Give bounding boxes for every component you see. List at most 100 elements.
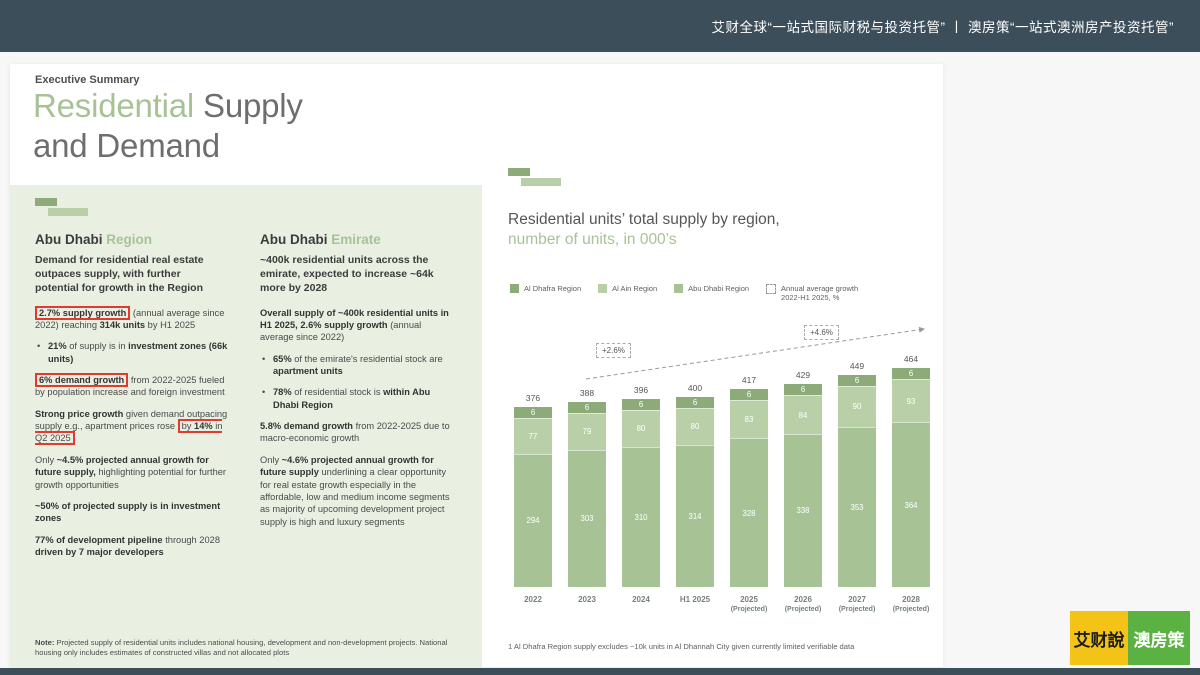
- segment-value-label: 77: [528, 431, 538, 441]
- bar-segment: 79: [568, 413, 606, 450]
- bar-segment: 6: [730, 389, 768, 401]
- bar-stack: 6 80 314: [676, 396, 714, 587]
- segment-value-label: 6: [908, 369, 914, 379]
- bar-segment: 338: [784, 433, 822, 587]
- legend-item: Abu Dhabi Region: [674, 284, 749, 293]
- column-intro: Demand for residential real estate outpa…: [35, 254, 204, 294]
- segment-value-label: 90: [852, 402, 862, 412]
- body-paragraph: Only ~4.6% projected annual growth for f…: [260, 454, 450, 527]
- dashed-box-icon: [766, 284, 777, 294]
- segment-value-label: 6: [854, 375, 860, 385]
- legend-label: Abu Dhabi Region: [688, 284, 750, 293]
- text-columns: Abu Dhabi Region Demand for residential r…: [35, 232, 457, 567]
- bar-segment: 6: [784, 384, 822, 396]
- segment-value-label: 6: [692, 397, 698, 407]
- bar-segment: 6: [892, 368, 930, 380]
- x-axis-label: 2023: [578, 595, 596, 604]
- x-axis-label: 2026 (Projected): [784, 595, 822, 614]
- deco-block-light: [521, 178, 561, 186]
- bullet-dot: •: [37, 341, 41, 352]
- bar-stack: 6 80 310: [622, 398, 660, 587]
- bar-column: 417 6 83 328 2025 (Projected): [724, 375, 774, 631]
- bar-total-label: 464: [903, 354, 919, 365]
- growth-annotation: +4.6%: [804, 325, 839, 340]
- title-line2: and Demand: [33, 127, 220, 164]
- legend-label: Al Ain Region: [612, 284, 658, 293]
- x-axis-label: 2027 (Projected): [838, 595, 876, 614]
- slide: Executive Summary Residential Supply and …: [10, 64, 943, 667]
- bar-stack: 6 79 303: [568, 402, 606, 587]
- body-paragraph: 77% of development pipeline through 2028…: [35, 534, 220, 557]
- header-tagline: 艾财全球“一站式国际财税与投资托管” 丨 澳房策“一站式澳洲房产投资托管”: [711, 20, 1174, 35]
- bar-total-label: 449: [849, 360, 865, 371]
- segment-value-label: 80: [636, 424, 646, 433]
- chart-title-line2: number of units, in 000’s: [508, 230, 677, 248]
- highlight-box: by 14% in Q2 2025: [35, 419, 223, 446]
- bullet-dot: •: [262, 387, 266, 398]
- bar-segment: 303: [568, 449, 606, 587]
- x-axis-label: 2024: [632, 595, 650, 604]
- body-paragraph: ~50% of projected supply is in investmen…: [35, 500, 221, 524]
- growth-annotation: +2.6%: [596, 343, 631, 358]
- x-axis-label: 2025 (Projected): [730, 595, 768, 614]
- segment-value-label: 93: [906, 396, 916, 406]
- bar-segment: 84: [784, 395, 822, 434]
- bar-column: 400 6 80 314 H1 2025: [670, 383, 720, 631]
- legend-item: Al Dhafra Region: [510, 284, 581, 293]
- bar-segment: 77: [514, 418, 552, 454]
- summary-panel: Abu Dhabi Region Demand for residential r…: [10, 185, 482, 667]
- chart-plot: +2.6% +4.6% 376 6 77 294 2022 388 6 79 303 2023 39…: [508, 319, 936, 631]
- deco-block-light: [48, 208, 88, 216]
- bar-total-label: 388: [579, 388, 595, 399]
- panel-footnote: Note: Projected supply of residential un…: [35, 638, 448, 658]
- title-accent: Residential: [33, 87, 195, 124]
- bar-stack: 6 93 364: [892, 368, 930, 587]
- body-paragraph: 6% demand growth from 2022-2025 fueled b…: [35, 373, 225, 398]
- segment-value-label: 6: [800, 385, 806, 395]
- bar-column: 396 6 80 310 2024: [616, 385, 666, 632]
- x-axis-label: H1 2025: [679, 595, 711, 604]
- segment-value-label: 294: [526, 516, 540, 526]
- chart-footnote: 1 Al Dhafra Region supply excludes ~10k …: [508, 642, 855, 651]
- segment-value-label: 84: [798, 410, 808, 420]
- bar-segment: 83: [730, 400, 768, 439]
- logo-aicaishuo: 艾财說: [1070, 611, 1128, 665]
- bar-column: 429 6 84 338 2026 (Projected): [778, 370, 828, 631]
- decorative-blocks: [508, 168, 568, 188]
- segment-value-label: 6: [584, 403, 590, 413]
- legend-swatch-icon: [598, 284, 608, 293]
- segment-value-label: 314: [688, 511, 702, 521]
- bar-total-label: 376: [525, 393, 541, 404]
- highlight-box: 2.7% supply growth: [35, 305, 131, 320]
- kicker: Executive Summary: [35, 74, 140, 86]
- header-bar: 艾财全球“一站式国际财税与投资托管” 丨 澳房策“一站式澳洲房产投资托管”: [0, 0, 1200, 52]
- bar-column: 388 6 79 303 2023: [562, 388, 612, 631]
- column-intro: ~400k residential units across the emira…: [260, 254, 434, 294]
- bar-segment: 6: [838, 374, 876, 386]
- bar-segment: 6: [568, 402, 606, 414]
- title-rest: Supply: [203, 87, 303, 124]
- bar-total-label: 429: [795, 370, 811, 381]
- body-paragraph: Only ~4.5% projected annual growth for f…: [35, 454, 227, 490]
- legend-swatch-icon: [510, 284, 519, 293]
- bar-segment: 364: [892, 422, 930, 587]
- legend-item: Annual average growth 2022-H1 2025, %: [766, 284, 859, 303]
- bar-segment: 310: [622, 446, 660, 587]
- bar-stack: 6 90 353: [838, 374, 876, 587]
- body-paragraph: • 21% of supply is in investment zones (6…: [37, 341, 228, 364]
- column-heading: Abu Dhabi Emirate: [260, 232, 381, 247]
- text-column: Abu Dhabi Emirate ~400k residential units…: [260, 232, 457, 567]
- bar-stack: 6 83 328: [730, 389, 768, 587]
- chart-title: Residential units’ total supply by regio…: [508, 210, 780, 249]
- legend-item: Al Ain Region: [598, 284, 657, 293]
- bar-chart: 376 6 77 294 2022 388 6 79 303 2023 396 6 80 310 2024 4…: [508, 319, 936, 631]
- bar-column: 376 6 77 294 2022: [508, 393, 558, 631]
- bar-segment: 294: [514, 453, 552, 587]
- legend-label: Al Dhafra Region: [524, 284, 582, 293]
- body-paragraph: • 78% of residential stock is within Abu …: [262, 387, 431, 410]
- segment-value-label: 83: [744, 415, 754, 425]
- bar-segment: 314: [676, 444, 714, 587]
- text-column: Abu Dhabi Region Demand for residential r…: [35, 232, 232, 567]
- body-paragraph: • 65% of the emirate's residential stock …: [262, 353, 443, 377]
